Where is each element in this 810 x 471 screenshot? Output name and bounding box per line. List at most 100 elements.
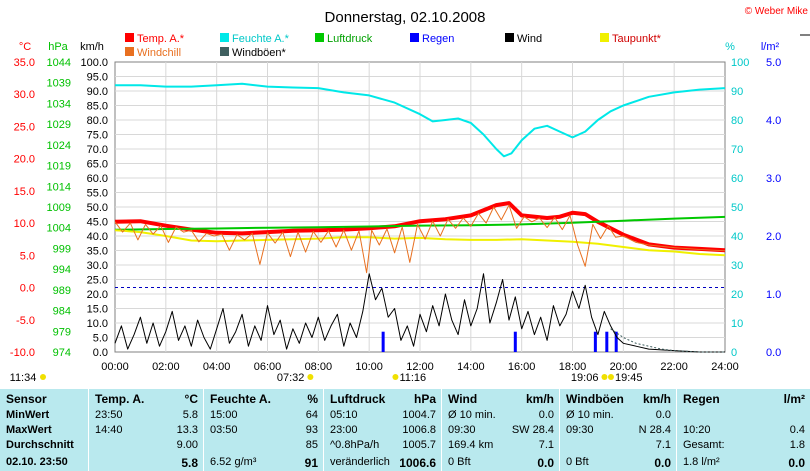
stats-row-value: 5.8 xyxy=(182,409,198,421)
legend-label: Taupunkt* xyxy=(612,33,662,45)
stats-durchschnitt-label: Durchschnitt xyxy=(6,439,74,451)
chart-grid xyxy=(114,61,726,353)
sun-time-label: 11:34 xyxy=(10,372,37,384)
stats-row-label: Ø 10 min. xyxy=(448,409,496,421)
temp-tick-label: 15.0 xyxy=(14,186,35,198)
hpa-tick-label: 1039 xyxy=(47,78,71,90)
humidity-tick-label: 90 xyxy=(731,86,743,98)
stats-row-value: N 28.4 xyxy=(638,424,671,436)
wind-tick-label: 100.0 xyxy=(80,57,108,69)
hpa-tick-label: 1019 xyxy=(47,161,71,173)
sun-icon xyxy=(607,374,614,380)
hpa-tick-label: 979 xyxy=(53,326,71,338)
stats-row-value: 64 xyxy=(305,409,318,421)
stats-unit: °C xyxy=(184,392,198,406)
hpa-tick-label: 994 xyxy=(53,264,71,276)
stats-header: Regen xyxy=(683,392,720,406)
hpa-tick-label: 984 xyxy=(53,306,71,318)
wind-tick-label: 45.0 xyxy=(87,217,108,229)
stats-row-label: 03:50 xyxy=(210,424,238,436)
stats-row-value: 1006.8 xyxy=(402,424,436,436)
humidity-tick-label: 60 xyxy=(731,173,743,185)
humidity-tick-label: 10 xyxy=(731,318,743,330)
stats-row-value: 13.3 xyxy=(176,424,198,436)
legend-label: Luftdruck xyxy=(327,33,373,45)
sun-time-label: 11:16 xyxy=(399,372,426,384)
stats-current-value: 5.8 xyxy=(181,456,198,470)
wind-tick-label: 25.0 xyxy=(87,275,108,287)
stats-current-label: 1.8 l/m² xyxy=(683,456,720,468)
stats-row-label: 23:50 xyxy=(95,409,123,421)
rain-bar xyxy=(614,331,618,352)
stats-header: Temp. A. xyxy=(95,392,145,406)
wind-tick-label: 80.0 xyxy=(87,115,108,127)
wind-tick-label: 5.0 xyxy=(93,333,108,345)
stats-wind: Wind km/h Ø 10 min. 0.0 09:30 SW 28.4 169.4 km… xyxy=(441,389,560,471)
x-tick-label: 02:00 xyxy=(152,361,180,373)
sun-icon xyxy=(307,374,314,380)
sun-time-label: 07:32 xyxy=(277,372,305,384)
wind-tick-label: 65.0 xyxy=(87,159,108,171)
x-tick-label: 24:00 xyxy=(711,361,739,373)
legend-label: Temp. A.* xyxy=(137,33,185,45)
series-line xyxy=(114,215,726,231)
wind-tick-label: 75.0 xyxy=(87,130,108,142)
stats-header: Wind xyxy=(448,392,478,406)
stats-row-label: 05:10 xyxy=(330,409,358,421)
x-tick-label: 10:00 xyxy=(355,361,383,373)
stats-row-value: 0.0 xyxy=(538,409,554,421)
stats-current-value: 0.0 xyxy=(788,456,805,470)
wind-tick-label: 70.0 xyxy=(87,144,108,156)
stats-unit: hPa xyxy=(413,392,436,406)
stats-windboeen: Windböen km/h Ø 10 min. 0.0 09:30 N 28.4 7.1 0 … xyxy=(559,389,677,471)
stats-row-label: ^0.8hPa/h xyxy=(330,439,380,451)
legend-swatch xyxy=(315,33,324,42)
humidity-tick-label: 30 xyxy=(731,260,743,272)
humidity-tick-label: 50 xyxy=(731,202,743,214)
series-line xyxy=(114,204,726,274)
humidity-tick-label: 40 xyxy=(731,231,743,243)
hpa-tick-label: 1029 xyxy=(47,119,71,131)
x-tick-label: 08:00 xyxy=(305,361,333,373)
hpa-tick-label: 1034 xyxy=(47,98,71,110)
stats-temp: Temp. A. °C 23:50 5.8 14:40 13.3 9.00 5.8 xyxy=(88,389,204,471)
legend-label: Windchill xyxy=(137,47,181,59)
wind-tick-label: 50.0 xyxy=(87,202,108,214)
x-tick-label: 22:00 xyxy=(660,361,688,373)
stats-row-label: 09:30 xyxy=(448,424,476,436)
hpa-tick-label: 999 xyxy=(53,243,71,255)
hpa-axis-unit: hPa xyxy=(48,41,68,53)
sun-time-label: 19:06 xyxy=(571,372,599,384)
stats-current-label: 0 Bft xyxy=(448,456,471,468)
stats-unit: % xyxy=(307,392,318,406)
legend-label: Wind xyxy=(517,33,542,45)
temp-tick-label: -5.0 xyxy=(16,315,35,327)
rain-tick-label: 1.0 xyxy=(766,289,781,301)
chart-title: Donnerstag, 02.10.2008 xyxy=(325,9,486,26)
temp-axis-unit: °C xyxy=(19,41,31,53)
legend-swatch xyxy=(505,33,514,42)
humidity-tick-label: 20 xyxy=(731,289,743,301)
legend-swatch xyxy=(125,47,134,56)
rain-tick-label: 0.0 xyxy=(766,347,781,359)
legend-label: Regen xyxy=(422,33,454,45)
series-line xyxy=(610,328,725,353)
hpa-tick-label: 1044 xyxy=(47,57,71,69)
stats-maxwert-label: MaxWert xyxy=(6,424,52,436)
legend-swatch xyxy=(125,33,134,42)
stats-current-label: 0 Bft xyxy=(566,456,589,468)
legend-label: Feuchte A.* xyxy=(232,33,290,45)
legend-swatch xyxy=(600,33,609,42)
series-line xyxy=(114,201,726,253)
stats-panel: Sensor MinWert MaxWert Durchschnitt 02.1… xyxy=(0,389,810,471)
legend-swatch xyxy=(410,33,419,42)
wind-tick-label: 0.0 xyxy=(93,347,108,359)
humidity-tick-label: 80 xyxy=(731,115,743,127)
stats-row-value: SW 28.4 xyxy=(511,424,554,436)
sun-icon xyxy=(392,374,399,380)
stats-row-value: 7.1 xyxy=(655,439,671,451)
stats-row-label: Gesamt: xyxy=(683,439,725,451)
stats-current-time: 02.10. 23:50 xyxy=(6,456,68,468)
stats-feuchte: Feuchte A.% 15:00 64 03:50 93 85 6.52 g/m³ 91 xyxy=(203,389,324,471)
stats-regen: Regen l/m² 10:20 0.4 Gesamt: 1.8 1.8 l/m² 0.0 xyxy=(676,389,810,471)
